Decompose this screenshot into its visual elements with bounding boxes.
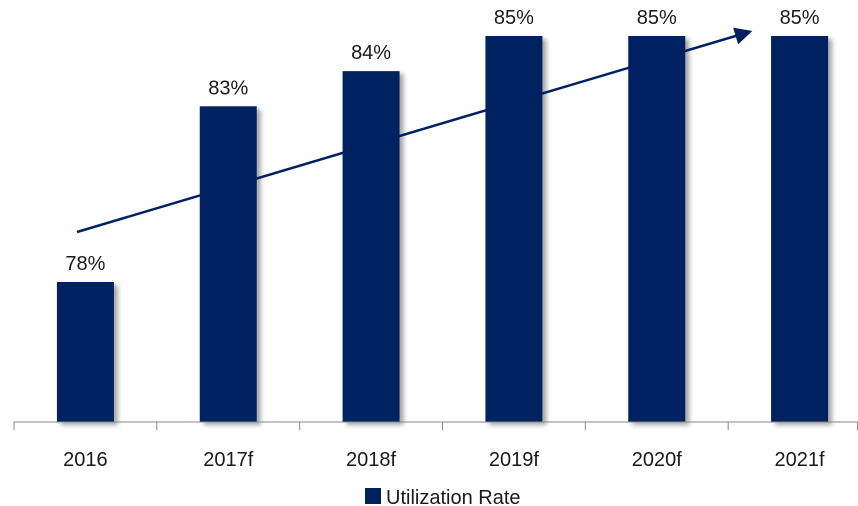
x-tick-label-2021f: 2021f (775, 449, 825, 471)
data-label-2018f: 84% (351, 42, 391, 64)
data-label-2019f: 85% (494, 7, 534, 29)
bar-2016 (56, 282, 114, 422)
x-tick-label-2017f: 2017f (203, 449, 253, 471)
trend-arrow-layer (76, 27, 753, 234)
bar-2018f (342, 71, 400, 423)
data-label-2020f: 85% (637, 7, 677, 29)
x-axis: 2016 2017f 2018f 2019f 2020f 2021f (13, 421, 858, 471)
bar-2021f (771, 36, 829, 422)
bars-layer (56, 36, 829, 423)
x-tick-label-2019f: 2019f (489, 449, 539, 471)
x-tick-label-2016: 2016 (63, 449, 108, 471)
legend-label-utilization-rate: Utilization Rate (386, 487, 521, 506)
bar-2017f (199, 106, 257, 423)
trend-arrow (76, 27, 753, 234)
data-labels-layer: 78% 83% 84% 85% 85% 85% (65, 7, 819, 275)
data-label-2017f: 83% (208, 77, 248, 99)
x-tick-label-2020f: 2020f (632, 449, 682, 471)
bar-2019f (485, 36, 543, 422)
legend-swatch-utilization-rate (365, 488, 381, 504)
bar-2020f (628, 36, 686, 422)
data-label-2016: 78% (65, 253, 105, 275)
data-label-2021f: 85% (780, 7, 820, 29)
legend: Utilization Rate (365, 487, 521, 506)
x-tick-label-2018f: 2018f (346, 449, 396, 471)
